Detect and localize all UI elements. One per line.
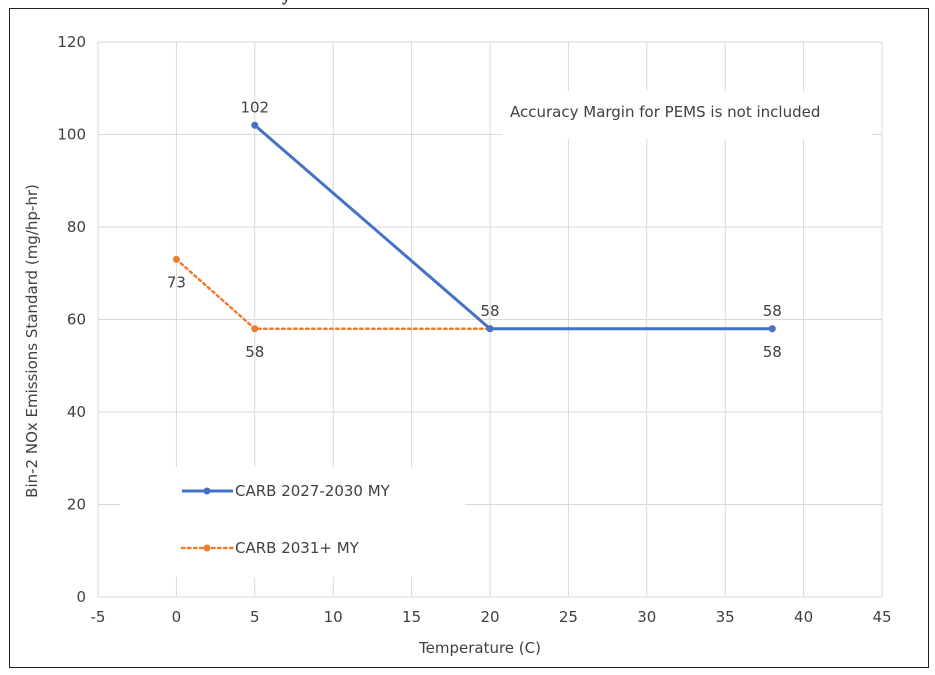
data-point: [251, 325, 259, 333]
y-tick-label: 80: [67, 218, 86, 236]
series-layer: [172, 121, 776, 333]
x-tick-label: -5: [91, 608, 106, 626]
gridlines: [97, 41, 883, 598]
x-tick-label: 40: [794, 608, 813, 626]
legend-swatch-marker: [203, 487, 211, 495]
data-point: [251, 121, 259, 129]
x-tick-label: 15: [402, 608, 421, 626]
x-tick-label: 35: [716, 608, 735, 626]
chart-frame: -5 0 5 10 15 20 25 30 35 40 45 0 20 40 60 80 100 120 73 58…: [9, 8, 929, 668]
legend-entry-label: CARB 2027-2030 MY: [235, 482, 391, 500]
y-axis-label: Bin-2 NOx Emissions Standard (mg/hp-hr): [23, 184, 41, 498]
legend-entry-label: CARB 2031+ MY: [235, 539, 360, 557]
annotation-text: Accuracy Margin for PEMS is not included: [510, 103, 820, 121]
y-tick-label: 60: [67, 311, 86, 329]
x-tick-label: 20: [480, 608, 499, 626]
data-label: 58: [245, 343, 264, 361]
data-label: 58: [763, 343, 782, 361]
y-tick-label: 40: [67, 403, 86, 421]
x-axis-label: Temperature (C): [418, 639, 541, 657]
y-tick-label: 120: [57, 33, 86, 51]
data-label: 102: [240, 98, 269, 116]
legend: CARB 2027-2030 MY CARB 2031+ MY: [120, 467, 465, 577]
data-point: [486, 325, 494, 333]
data-label: 73: [167, 273, 186, 291]
x-tick-label: 10: [324, 608, 343, 626]
y-tick-label: 20: [67, 496, 86, 514]
series-line: [175, 258, 774, 330]
x-tick-label: 45: [872, 608, 891, 626]
x-tick-label: 0: [172, 608, 182, 626]
data-point: [768, 325, 776, 333]
tick-labels: -5 0 5 10 15 20 25 30 35 40 45 0 20 40 60 80 100 120: [57, 33, 891, 626]
data-label: 58: [480, 302, 499, 320]
y-tick-label: 0: [76, 588, 86, 606]
y-tick-label: 100: [57, 126, 86, 144]
header-fragment: y: [282, 0, 291, 6]
x-tick-label: 5: [250, 608, 260, 626]
data-labels: 73 58 58 102 58 58: [167, 98, 782, 361]
annotation-backdrop: [502, 91, 872, 139]
line-chart: -5 0 5 10 15 20 25 30 35 40 45 0 20 40 60 80 100 120 73 58…: [23, 33, 892, 657]
x-tick-label: 25: [559, 608, 578, 626]
data-label: 58: [763, 302, 782, 320]
legend-backdrop: [120, 467, 465, 577]
legend-swatch-marker: [203, 544, 211, 552]
data-point: [172, 255, 180, 263]
x-tick-label: 30: [637, 608, 656, 626]
